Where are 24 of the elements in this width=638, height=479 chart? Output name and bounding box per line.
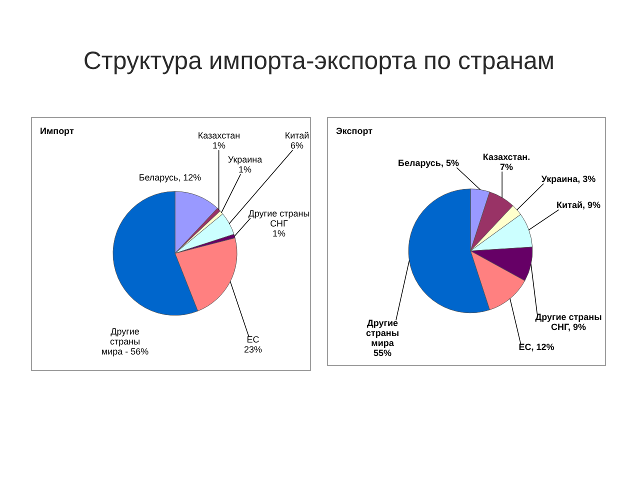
data-label: 6% bbox=[290, 140, 304, 150]
data-label: 1% bbox=[238, 164, 252, 174]
data-label: 7% bbox=[500, 162, 514, 172]
data-label: 1% bbox=[272, 228, 286, 238]
slice-label: Китай, 9% bbox=[556, 200, 600, 210]
data-label: 23% bbox=[244, 344, 262, 354]
data-label: 55% bbox=[373, 348, 392, 358]
slice-label: ЕС bbox=[246, 334, 260, 344]
slice-label: Беларусь, 5% bbox=[398, 158, 459, 168]
slice-label: Украина, 3% bbox=[541, 174, 596, 184]
slice-label: Украина bbox=[228, 154, 262, 164]
slice-label: Другие страны мира bbox=[366, 318, 400, 348]
slice-label: Казахстан. bbox=[482, 152, 530, 162]
slice-label: Другие страны СНГ, 9% bbox=[535, 312, 602, 332]
chart-title: Экспорт bbox=[336, 126, 374, 136]
slice-label: ЕС, 12% bbox=[518, 342, 554, 352]
data-label: 1% bbox=[212, 140, 226, 150]
slice-label: Другие страны СНГ bbox=[248, 208, 310, 228]
text: Структура импорта-экспорта по странам bbox=[83, 47, 555, 75]
slice-label: Казахстан bbox=[198, 130, 240, 140]
slice-label: Китай bbox=[284, 130, 310, 140]
slice-label: Беларусь, 12% bbox=[138, 172, 202, 182]
chart-title: Импорт bbox=[40, 126, 74, 136]
slice-label: Другие страны мира - 56% bbox=[101, 326, 149, 356]
